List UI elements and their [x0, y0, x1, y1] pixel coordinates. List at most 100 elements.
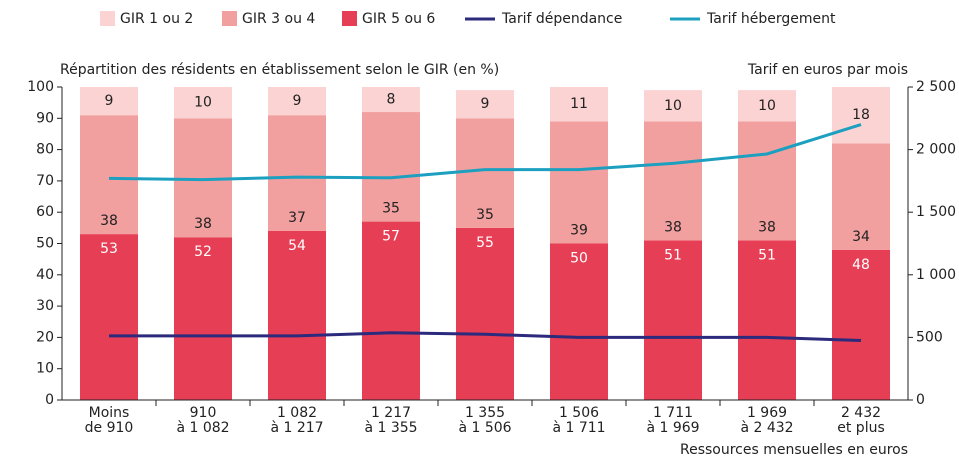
value-label: 38	[758, 219, 776, 235]
value-label: 8	[387, 92, 396, 108]
legend-label: GIR 5 ou 6	[362, 11, 435, 27]
bar-segment	[550, 87, 608, 122]
value-label: 10	[758, 98, 776, 114]
bar-segment	[456, 118, 514, 228]
value-label: 10	[194, 95, 212, 111]
value-label: 37	[288, 210, 306, 226]
value-label: 52	[194, 244, 212, 260]
y2-tick-label: 2 500	[916, 79, 956, 95]
x-tick-label: 1 355	[465, 405, 505, 421]
legend-label: GIR 3 ou 4	[242, 11, 315, 27]
y2-tick-label: 0	[916, 392, 925, 408]
y-tick-label: 100	[27, 79, 54, 95]
bar-segment	[644, 240, 702, 400]
y2-tick-label: 500	[916, 329, 943, 345]
bar-segment	[550, 121, 608, 244]
bar-segment	[456, 227, 514, 400]
value-label: 10	[664, 98, 682, 114]
x-axis-title: Ressources mensuelles en euros	[680, 442, 908, 458]
legend-swatch	[100, 11, 115, 26]
bar-segment	[644, 121, 702, 241]
bar-segment	[268, 115, 326, 231]
y-tick-label: 60	[36, 204, 54, 220]
x-tick-label: à 1 217	[270, 420, 323, 436]
bar-segment	[550, 243, 608, 400]
x-tick-label: Moins	[89, 405, 130, 421]
value-label: 55	[476, 235, 494, 251]
value-label: 9	[105, 93, 114, 109]
bar-segment	[174, 237, 232, 400]
legend-label: Tarif hébergement	[706, 11, 836, 27]
y2-tick-label: 1 000	[916, 267, 956, 283]
value-label: 38	[194, 216, 212, 232]
value-label: 34	[852, 229, 870, 245]
value-label: 54	[288, 238, 306, 254]
y-tick-label: 30	[36, 298, 54, 314]
value-label: 51	[758, 247, 776, 263]
x-tick-label: 1 506	[559, 405, 599, 421]
bar-segment	[80, 87, 138, 116]
value-label: 39	[570, 223, 588, 239]
x-tick-label: à 1 969	[646, 420, 699, 436]
y2-tick-label: 2 000	[916, 142, 956, 158]
value-label: 50	[570, 251, 588, 267]
value-label: 48	[852, 257, 870, 273]
x-tick-label: 1 711	[653, 405, 693, 421]
y-tick-label: 10	[36, 361, 54, 377]
y-tick-label: 40	[36, 267, 54, 283]
y-tick-label: 20	[36, 329, 54, 345]
bar-segment	[362, 112, 420, 222]
x-tick-label: de 910	[85, 420, 134, 436]
value-label: 57	[382, 229, 400, 245]
value-label: 35	[382, 201, 400, 217]
x-tick-label: 1 082	[277, 405, 317, 421]
x-tick-label: à 1 355	[364, 420, 417, 436]
value-label: 38	[664, 219, 682, 235]
value-label: 9	[481, 96, 490, 112]
value-label: 53	[100, 241, 118, 257]
x-tick-label: 1 217	[371, 405, 411, 421]
bar-segment	[644, 90, 702, 122]
x-tick-label: et plus	[837, 420, 885, 436]
value-label: 38	[100, 213, 118, 229]
legend-label: Tarif dépendance	[501, 11, 622, 27]
bar-segment	[268, 87, 326, 116]
value-label: 51	[664, 247, 682, 263]
y-tick-label: 0	[45, 392, 54, 408]
y-axis-title: Répartition des résidents en établisseme…	[60, 62, 499, 78]
y2-tick-label: 1 500	[916, 204, 956, 220]
x-tick-label: 2 432	[841, 405, 881, 421]
legend-swatch	[342, 11, 357, 26]
x-tick-label: 910	[190, 405, 217, 421]
y-tick-label: 70	[36, 173, 54, 189]
y-tick-label: 50	[36, 236, 54, 252]
y-tick-label: 80	[36, 142, 54, 158]
y-tick-label: 90	[36, 110, 54, 126]
x-tick-label: à 1 506	[458, 420, 511, 436]
bar-segment	[738, 121, 796, 241]
value-label: 18	[852, 107, 870, 123]
bar-segment	[268, 230, 326, 400]
line-series	[109, 331, 862, 343]
value-label: 9	[293, 93, 302, 109]
bar-segment	[738, 90, 796, 122]
x-tick-label: 1 969	[747, 405, 787, 421]
bar-segment	[738, 240, 796, 400]
value-label: 11	[570, 96, 588, 112]
legend-swatch	[222, 11, 237, 26]
y2-axis-title: Tarif en euros par mois	[747, 62, 908, 78]
bar-segment	[832, 87, 890, 144]
bar-segment	[362, 221, 420, 400]
bar-segment	[832, 143, 890, 250]
bar-segment	[174, 87, 232, 119]
x-tick-label: à 1 711	[552, 420, 605, 436]
bar-segment	[80, 115, 138, 235]
bar-segment	[832, 249, 890, 400]
x-tick-label: à 1 082	[176, 420, 229, 436]
bar-segment	[456, 90, 514, 119]
legend-label: GIR 1 ou 2	[120, 11, 193, 27]
line-series	[108, 123, 862, 182]
bar-segment	[362, 87, 420, 113]
bar-segment	[80, 234, 138, 400]
